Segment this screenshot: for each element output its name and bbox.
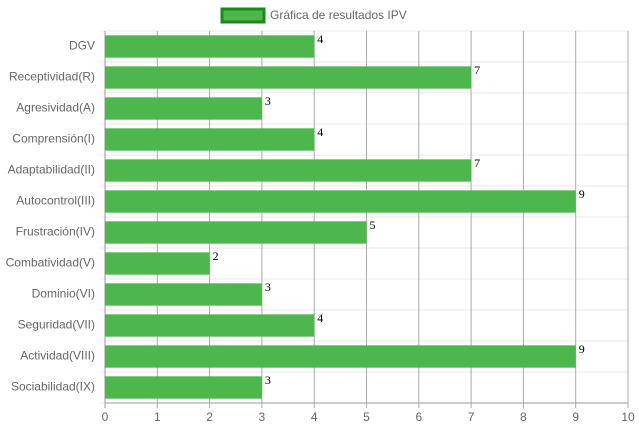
bar — [105, 345, 576, 368]
y-tick-label: Sociabilidad(IX) — [11, 380, 95, 394]
legend-label[interactable]: Gráfica de resultados IPV — [270, 8, 407, 22]
bar — [105, 252, 210, 275]
bar — [105, 97, 262, 120]
y-tick-label: Frustración(IV) — [16, 225, 95, 239]
bar — [105, 190, 576, 213]
x-tick-label: 1 — [154, 410, 161, 424]
x-tick-label: 10 — [621, 410, 635, 424]
y-tick-label: Adaptabilidad(II) — [8, 163, 95, 177]
x-tick-label: 0 — [102, 410, 109, 424]
x-tick-label: 6 — [415, 410, 422, 424]
legend-swatch[interactable] — [220, 7, 266, 24]
value-label: 9 — [579, 342, 585, 356]
bar — [105, 314, 315, 337]
value-label: 3 — [265, 280, 271, 294]
y-tick-label: DGV — [69, 39, 95, 53]
value-label: 5 — [370, 218, 376, 232]
bar — [105, 66, 472, 89]
x-tick-label: 9 — [572, 410, 579, 424]
y-tick-label: Receptividad(R) — [9, 70, 95, 84]
y-tick-label: Comprensión(I) — [12, 132, 95, 146]
y-tick-label: Combatividad(V) — [6, 256, 95, 270]
bar — [105, 283, 262, 306]
x-tick-label: 2 — [206, 410, 213, 424]
value-label: 4 — [317, 125, 323, 139]
bar — [105, 376, 262, 399]
value-label: 4 — [317, 311, 323, 325]
value-label: 7 — [474, 63, 480, 77]
x-tick-label: 7 — [468, 410, 475, 424]
value-label: 7 — [474, 156, 480, 170]
x-tick-label: 5 — [363, 410, 370, 424]
x-tick-label: 4 — [311, 410, 318, 424]
x-tick-label: 8 — [520, 410, 527, 424]
y-tick-label: Seguridad(VII) — [18, 318, 95, 332]
y-tick-label: Dominio(VI) — [32, 287, 95, 301]
bar — [105, 35, 315, 58]
bar — [105, 159, 472, 182]
y-tick-label: Autocontrol(III) — [16, 194, 95, 208]
bar — [105, 221, 367, 244]
y-tick-label: Agresividad(A) — [16, 101, 95, 115]
value-label: 4 — [317, 32, 323, 46]
x-tick-label: 3 — [259, 410, 266, 424]
bar — [105, 128, 315, 151]
value-label: 9 — [579, 187, 585, 201]
value-label: 3 — [265, 373, 271, 387]
y-tick-label: Actividad(VIII) — [20, 349, 95, 363]
value-label: 3 — [265, 94, 271, 108]
value-label: 2 — [213, 249, 219, 263]
